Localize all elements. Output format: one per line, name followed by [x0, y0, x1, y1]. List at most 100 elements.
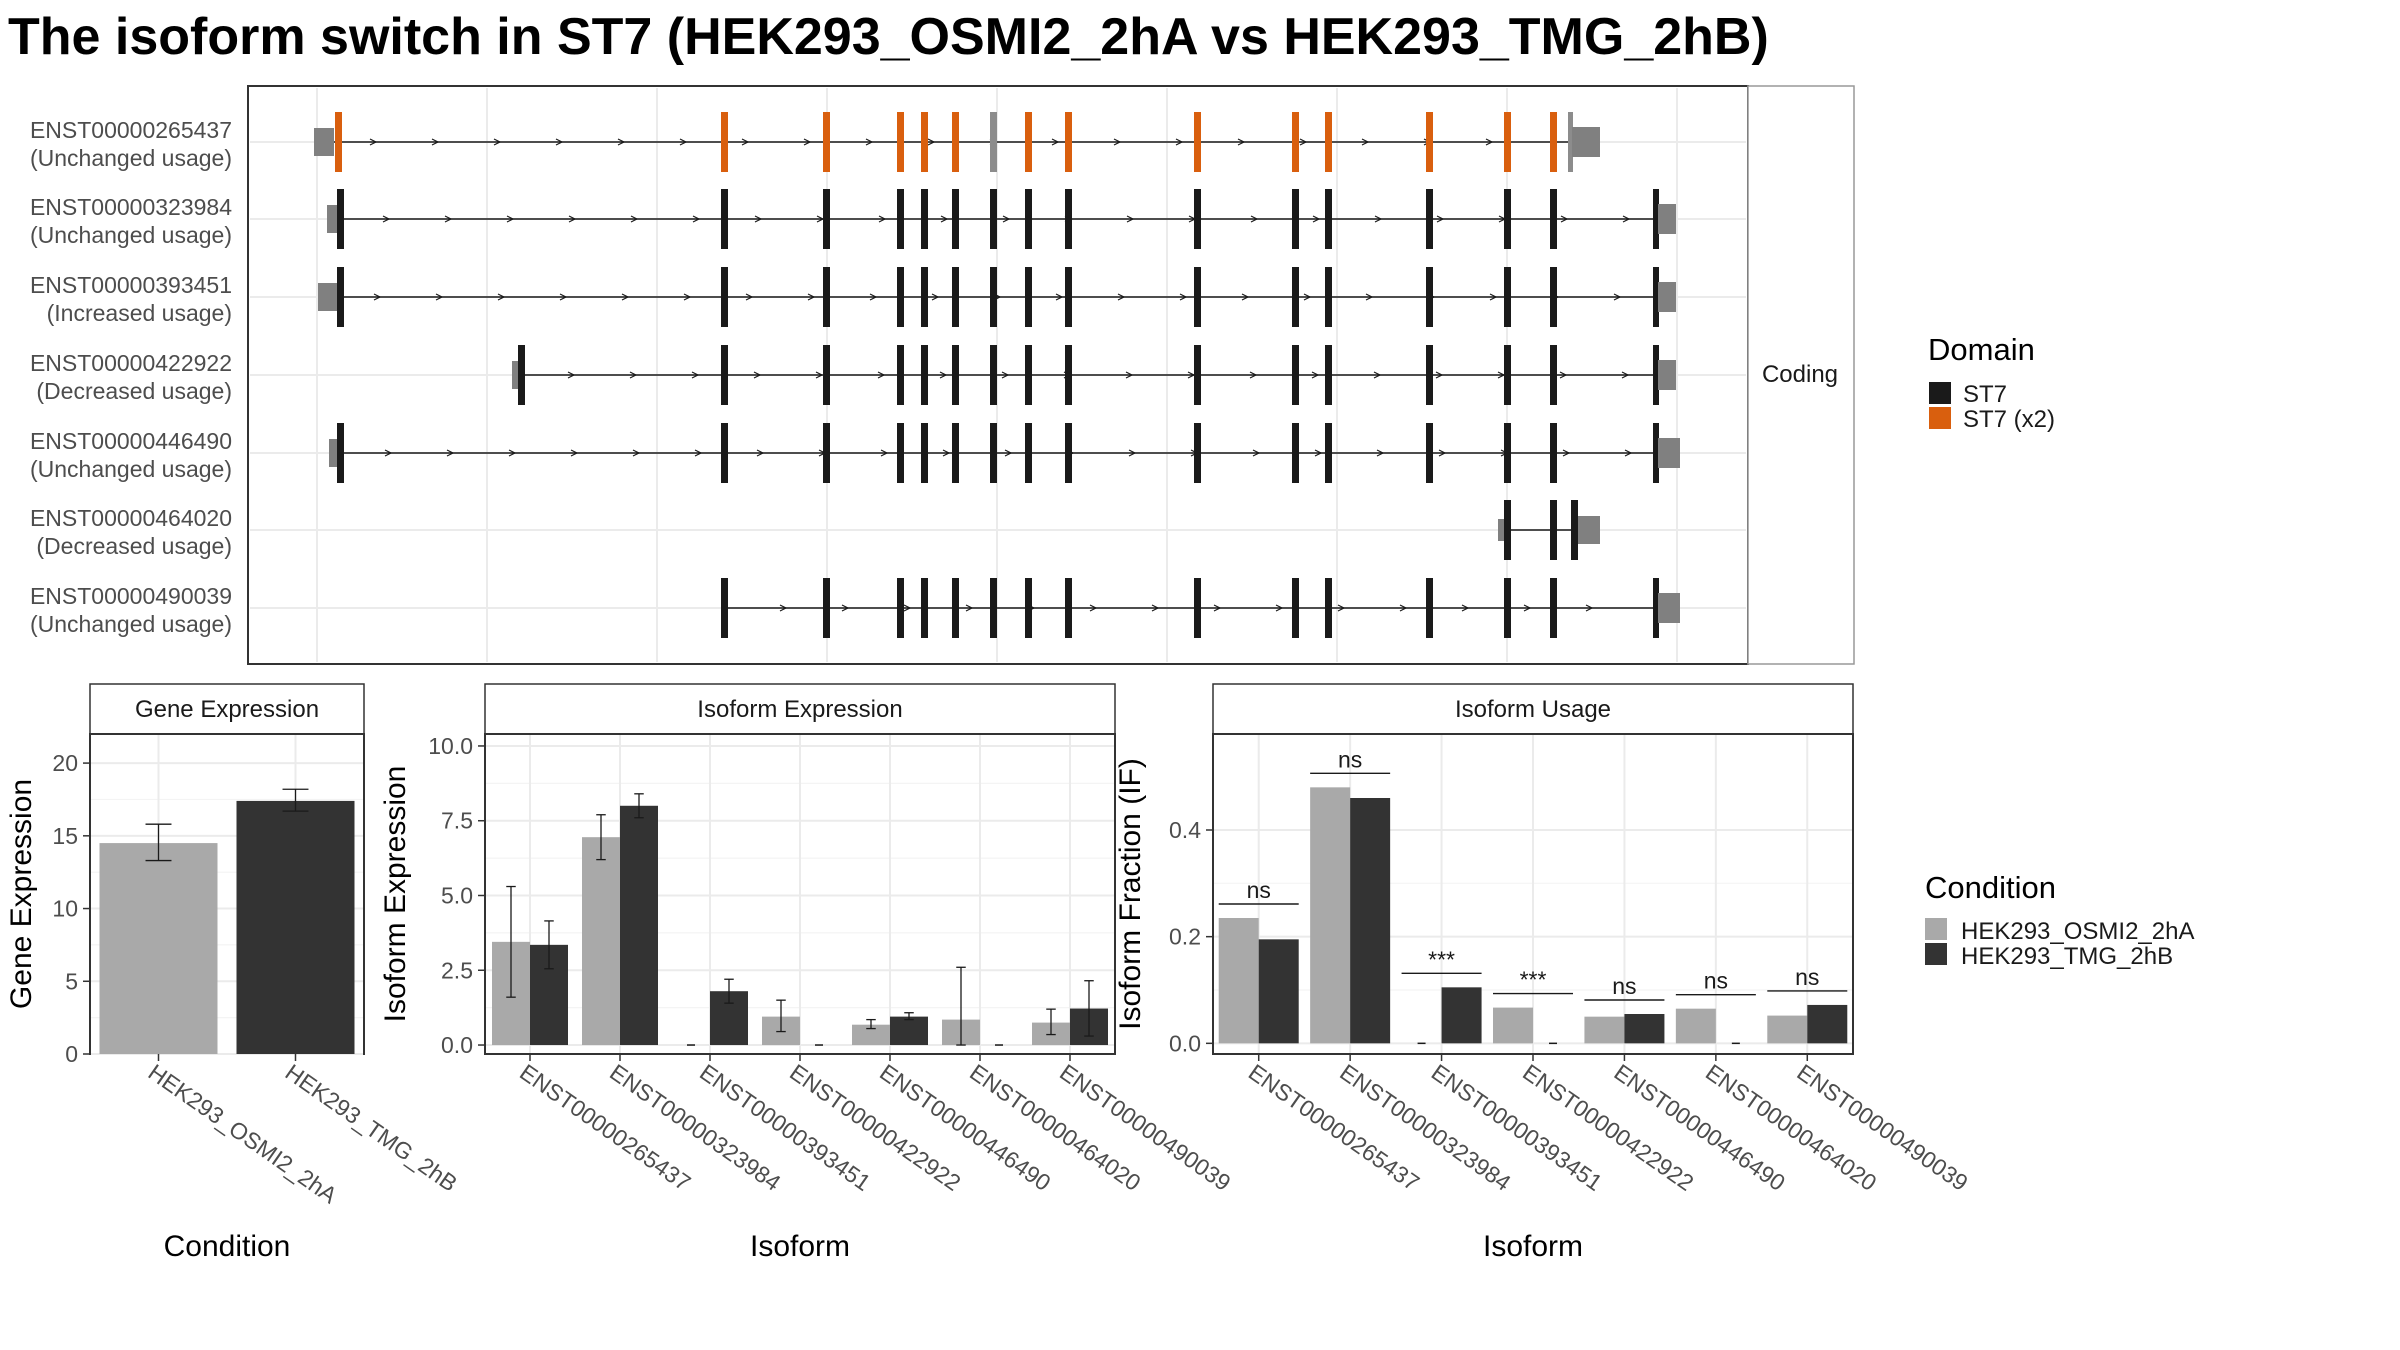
intron-arrow: [1622, 215, 1631, 223]
intron-arrow: [1002, 215, 1011, 223]
exon-block: [823, 345, 830, 405]
x-axis-title: Isoform: [1483, 1230, 1583, 1263]
x-tick-label: ENST00000446490: [1610, 1059, 1790, 1196]
intron-arrow: [446, 449, 455, 457]
intron-arrow: [369, 138, 378, 146]
exon-block: [1292, 578, 1299, 638]
intron-arrow: [508, 449, 517, 457]
intron-arrow: [568, 215, 577, 223]
exon-block: [1504, 112, 1511, 172]
exon-block: [1025, 112, 1032, 172]
y-tick-label: 20: [52, 750, 78, 776]
utr-block: [1658, 438, 1680, 468]
bar: [1350, 798, 1391, 1044]
intron-arrow: [1117, 293, 1126, 301]
intron-arrow: [621, 293, 630, 301]
utr-block: [1658, 593, 1680, 623]
intron-arrow: [497, 293, 506, 301]
x-tick-label: ENST00000265437: [1244, 1059, 1424, 1196]
intron-arrow: [939, 371, 948, 379]
x-axis-title: Condition: [164, 1230, 291, 1263]
exon-block: [1325, 423, 1332, 483]
structure-facet-strip: [1747, 85, 1855, 665]
exon-block: [1325, 112, 1332, 172]
intron-arrow: [865, 138, 874, 146]
bar: [1767, 1015, 1808, 1044]
exon-block: [721, 189, 728, 249]
exon-block: [990, 267, 997, 327]
exon-block: [335, 112, 342, 172]
exon-block: [1550, 112, 1557, 172]
utr-block: [327, 205, 337, 233]
panel-strip: [1212, 683, 1854, 735]
utr-block: [1578, 516, 1600, 544]
isoform-usage-label: (Unchanged usage): [30, 456, 232, 482]
exon-block: [952, 267, 959, 327]
isoform-id-label: ENST00000490039: [30, 583, 232, 609]
structure-isoform-labels: ENST00000265437(Unchanged usage)ENST0000…: [30, 117, 232, 637]
intron-arrow: [1361, 138, 1370, 146]
intron-arrow: [1374, 215, 1383, 223]
exon-block: [1426, 112, 1433, 172]
y-axis-title: Isoform Expression: [379, 766, 412, 1023]
intron-arrow: [683, 293, 692, 301]
transcript-track: [721, 578, 1680, 638]
intron-arrow: [493, 138, 502, 146]
intron-arrow: [877, 371, 886, 379]
bar: [99, 843, 218, 1054]
bar: [852, 1024, 890, 1046]
bar: [1807, 1004, 1848, 1044]
intron-arrow: [1252, 449, 1261, 457]
intron-arrow: [927, 138, 936, 146]
x-tick-label: ENST00000490039: [1055, 1059, 1235, 1196]
exon-block: [1065, 423, 1072, 483]
intron-arrow: [679, 138, 688, 146]
exon-block: [518, 345, 525, 405]
intron-arrow: [1373, 371, 1382, 379]
utr-block: [1572, 127, 1600, 157]
intron-arrow: [435, 293, 444, 301]
exon-block: [897, 267, 904, 327]
exon-block: [1426, 267, 1433, 327]
intron-arrow: [1113, 138, 1122, 146]
intron-arrow: [803, 138, 812, 146]
x-axis-title: Isoform: [750, 1230, 850, 1263]
transcript-track: [318, 267, 1676, 327]
utr-block: [314, 128, 334, 156]
exon-block: [1292, 423, 1299, 483]
exon-block: [1194, 112, 1201, 172]
exon-block: [1571, 500, 1578, 560]
isoform-id-label: ENST00000446490: [30, 428, 232, 454]
intron-arrow: [1621, 371, 1630, 379]
condition-legend-title: Condition: [1925, 870, 2056, 905]
exon-block: [1194, 267, 1201, 327]
x-tick-label: ENST00000422922: [1518, 1059, 1698, 1196]
intron-arrow: [1151, 604, 1160, 612]
intron-arrow: [629, 371, 638, 379]
x-tick-label: ENST00000393451: [1427, 1059, 1607, 1196]
exon-block: [721, 345, 728, 405]
condition-legend-key-a: [1925, 918, 1947, 940]
exon-block: [1550, 267, 1557, 327]
x-tick-label: ENST00000490039: [1792, 1059, 1972, 1196]
structure-tracks: [314, 112, 1680, 638]
exon-block: [1568, 112, 1573, 172]
intron-arrow: [1128, 449, 1137, 457]
exon-block: [897, 112, 904, 172]
y-axis-title: Isoform Fraction (IF): [1114, 758, 1147, 1030]
intron-arrow: [841, 604, 850, 612]
intron-arrow: [779, 604, 788, 612]
panel-title: Isoform Expression: [697, 696, 902, 723]
y-tick-label: 10: [52, 896, 78, 922]
exon-block: [1504, 578, 1511, 638]
domain-legend-label-st7: ST7: [1963, 381, 2007, 408]
y-tick-label: 5: [65, 968, 78, 994]
exon-block: [1653, 423, 1659, 483]
isoform-id-label: ENST00000422922: [30, 350, 232, 376]
isoform-usage-label: (Unchanged usage): [30, 222, 232, 248]
exon-block: [921, 578, 928, 638]
intron-arrow: [444, 215, 453, 223]
intron-arrow: [1399, 604, 1408, 612]
transcript-track: [329, 423, 1680, 483]
isoform-expression-panel: Isoform Expression 0.0 2.5 5.0 7.5 10.0 ENST00…: [379, 683, 1236, 1263]
